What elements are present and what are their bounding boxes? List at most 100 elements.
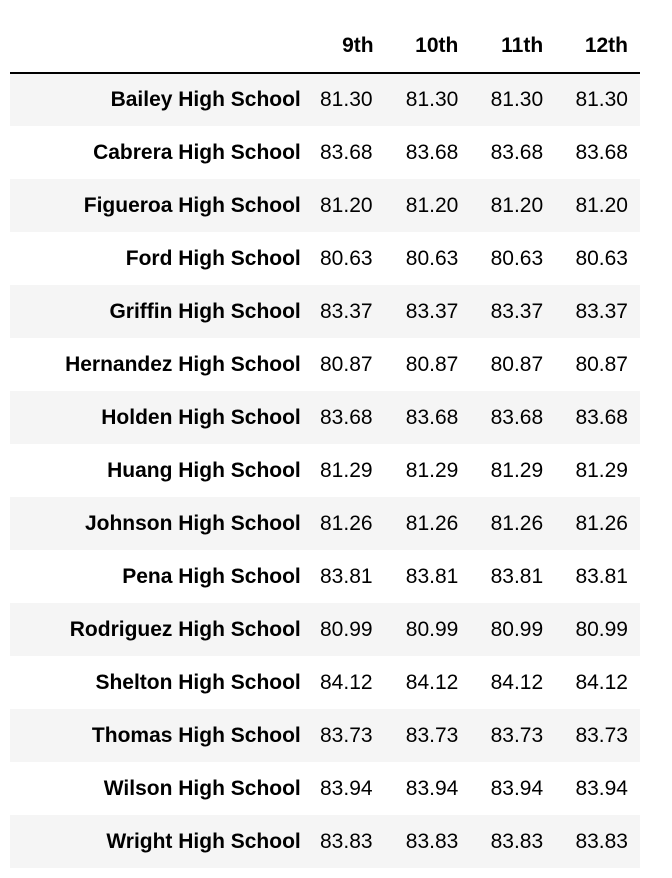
- score-cell-11th: 83.81: [490, 564, 544, 588]
- table-row: Johnson High School 81.26 81.26 81.26 81.26: [10, 497, 640, 550]
- score-cell-11th: 83.68: [490, 405, 544, 429]
- score-cell-12th: 83.37: [575, 299, 628, 323]
- score-cell-11th: 81.20: [490, 193, 544, 217]
- score-cell-10th: 80.63: [405, 246, 459, 270]
- score-cell-9th: 84.12: [320, 670, 373, 694]
- score-cell-10th: 83.94: [405, 776, 459, 800]
- row-label-school: Rodriguez High School: [69, 617, 301, 641]
- table-row: Holden High School 83.68 83.68 83.68 83.68: [10, 391, 640, 444]
- score-cell-10th: 81.30: [405, 88, 459, 111]
- score-cell-10th: 83.81: [405, 564, 459, 588]
- row-label-school: Thomas High School: [91, 723, 301, 747]
- row-label-school: Hernandez High School: [65, 352, 301, 376]
- score-cell-10th: 83.83: [405, 829, 459, 853]
- score-cell-11th: 81.30: [490, 88, 544, 111]
- header-row: 9th 10th 11th 12th: [10, 20, 640, 74]
- table-row: Bailey High School 81.30 81.30 81.30 81.30: [10, 73, 640, 126]
- row-label-school: Ford High School: [125, 246, 301, 270]
- score-cell-10th: 81.29: [405, 458, 459, 482]
- score-cell-9th: 80.87: [320, 352, 373, 376]
- scores-by-grade-table: 9th 10th 11th 12th Bailey High School 81.…: [10, 20, 640, 868]
- row-label-school: Huang High School: [107, 458, 301, 482]
- score-cell-12th: 81.30: [575, 88, 628, 111]
- score-cell-9th: 83.73: [320, 723, 373, 747]
- score-cell-11th: 83.94: [490, 776, 544, 800]
- column-header-11th: 11th: [470, 20, 556, 74]
- score-cell-11th: 80.99: [490, 617, 544, 641]
- table-header: 9th 10th 11th 12th: [10, 20, 640, 74]
- score-cell-9th: 80.99: [320, 617, 373, 641]
- score-cell-9th: 83.68: [320, 405, 373, 429]
- score-cell-12th: 81.29: [575, 458, 628, 482]
- score-cell-11th: 80.87: [490, 352, 544, 376]
- row-label-school: Cabrera High School: [93, 140, 301, 164]
- column-header-12th: 12th: [555, 20, 640, 74]
- score-cell-12th: 80.63: [575, 246, 628, 270]
- score-cell-12th: 80.87: [575, 352, 628, 376]
- score-cell-12th: 84.12: [575, 670, 628, 694]
- score-cell-9th: 81.29: [320, 458, 373, 482]
- column-header-10th: 10th: [385, 20, 471, 74]
- row-label-school: Wilson High School: [103, 776, 301, 800]
- score-cell-10th: 81.26: [405, 511, 459, 535]
- score-cell-12th: 83.81: [575, 564, 628, 588]
- score-cell-12th: 83.73: [575, 723, 628, 747]
- score-cell-10th: 80.87: [405, 352, 459, 376]
- score-cell-9th: 83.68: [320, 140, 373, 164]
- row-label-school: Johnson High School: [84, 511, 301, 535]
- score-cell-11th: 81.26: [490, 511, 544, 535]
- row-label-school: Bailey High School: [110, 88, 301, 111]
- table-row: Ford High School 80.63 80.63 80.63 80.63: [10, 232, 640, 285]
- score-cell-9th: 81.30: [320, 88, 373, 111]
- score-cell-9th: 81.20: [320, 193, 373, 217]
- score-cell-9th: 83.81: [320, 564, 373, 588]
- score-cell-11th: 83.37: [490, 299, 544, 323]
- column-header-9th: 9th: [300, 20, 386, 74]
- table-body: Bailey High School 81.30 81.30 81.30 81.30 Ca…: [10, 73, 640, 868]
- score-cell-10th: 80.99: [405, 617, 459, 641]
- score-cell-11th: 83.73: [490, 723, 544, 747]
- table-row: Huang High School 81.29 81.29 81.29 81.29: [10, 444, 640, 497]
- score-cell-9th: 83.83: [320, 829, 373, 853]
- score-cell-12th: 83.68: [575, 140, 628, 164]
- score-cell-10th: 83.37: [405, 299, 459, 323]
- table-row: Cabrera High School 83.68 83.68 83.68 83.68: [10, 126, 640, 179]
- table-row: Thomas High School 83.73 83.73 83.73 83.73: [10, 709, 640, 762]
- table-row: Figueroa High School 81.20 81.20 81.20 81.20: [10, 179, 640, 232]
- score-cell-11th: 84.12: [490, 670, 544, 694]
- row-label-school: Figueroa High School: [83, 193, 301, 217]
- row-label-school: Shelton High School: [95, 670, 301, 694]
- score-cell-10th: 81.20: [405, 193, 459, 217]
- score-cell-12th: 80.99: [575, 617, 628, 641]
- score-cell-10th: 84.12: [405, 670, 459, 694]
- score-cell-9th: 80.63: [320, 246, 373, 270]
- score-cell-9th: 83.94: [320, 776, 373, 800]
- table-row: Rodriguez High School 80.99 80.99 80.99 80.9…: [10, 603, 640, 656]
- score-cell-12th: 83.94: [575, 776, 628, 800]
- score-cell-10th: 83.73: [405, 723, 459, 747]
- score-cell-11th: 83.83: [490, 829, 544, 853]
- table-row: Shelton High School 84.12 84.12 84.12 84.12: [10, 656, 640, 709]
- table-row: Hernandez High School 80.87 80.87 80.87 80.8…: [10, 338, 640, 391]
- scores-by-grade-table-container: 9th 10th 11th 12th Bailey High School 81.…: [10, 20, 640, 868]
- table-row: Griffin High School 83.37 83.37 83.37 83.37: [10, 285, 640, 338]
- row-label-school: Holden High School: [101, 405, 301, 429]
- row-label-school: Wright High School: [106, 829, 301, 853]
- row-label-school: Pena High School: [122, 564, 301, 588]
- score-cell-12th: 81.20: [575, 193, 628, 217]
- score-cell-10th: 83.68: [405, 140, 459, 164]
- score-cell-12th: 83.68: [575, 405, 628, 429]
- table-row: Pena High School 83.81 83.81 83.81 83.81: [10, 550, 640, 603]
- score-cell-12th: 83.83: [575, 829, 628, 853]
- score-cell-9th: 83.37: [320, 299, 373, 323]
- score-cell-12th: 81.26: [575, 511, 628, 535]
- header-corner-cell: [10, 20, 301, 74]
- score-cell-10th: 83.68: [405, 405, 459, 429]
- table-row: Wright High School 83.83 83.83 83.83 83.83: [10, 815, 640, 868]
- row-label-school: Griffin High School: [109, 299, 301, 323]
- table-row: Wilson High School 83.94 83.94 83.94 83.94: [10, 762, 640, 815]
- score-cell-11th: 83.68: [490, 140, 544, 164]
- score-cell-11th: 81.29: [490, 458, 544, 482]
- score-cell-9th: 81.26: [320, 511, 373, 535]
- score-cell-11th: 80.63: [490, 246, 544, 270]
